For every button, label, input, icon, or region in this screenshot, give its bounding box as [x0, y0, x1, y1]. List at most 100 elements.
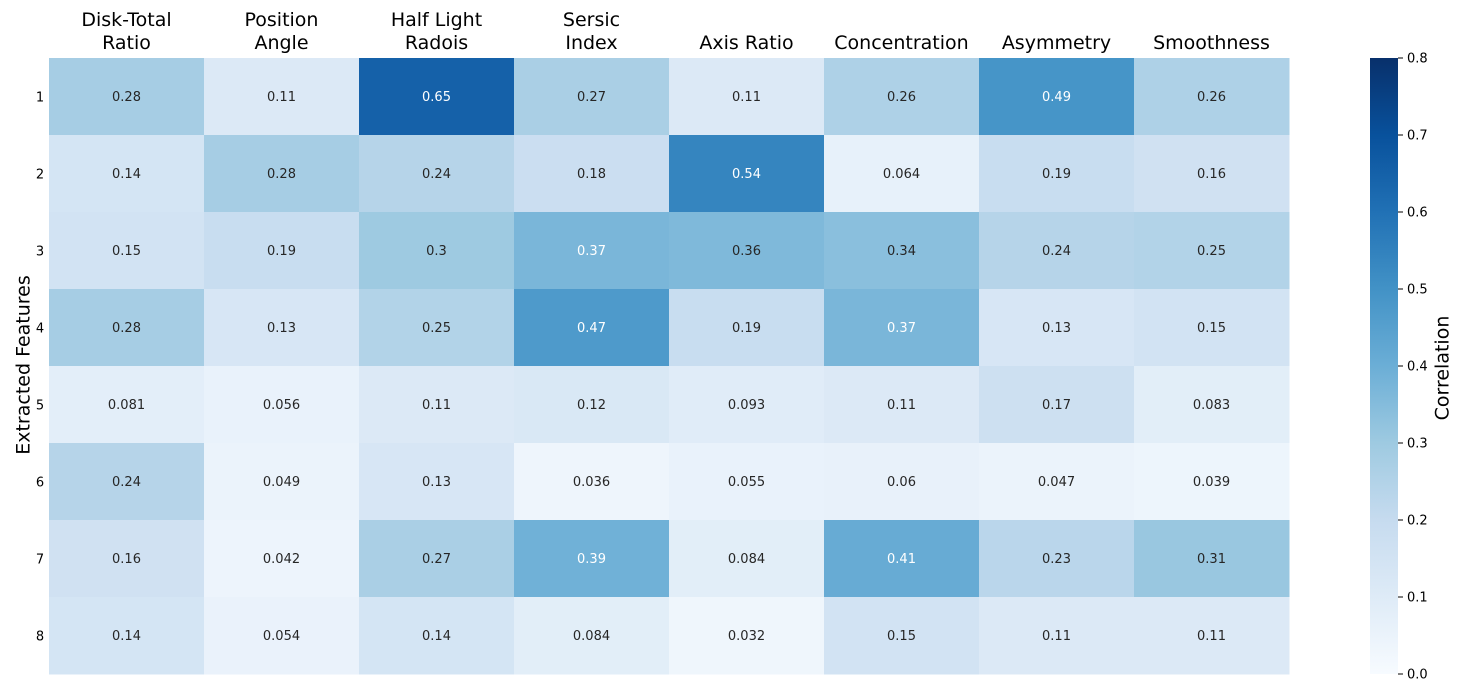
cell-value-label: 0.15: [112, 244, 141, 259]
y-axis-label: Extracted Features: [13, 275, 35, 455]
cell-value-label: 0.16: [112, 552, 141, 567]
cell-value-label: 0.11: [422, 398, 451, 413]
colorbar-tick-label: 0.1: [1407, 591, 1428, 606]
heatmap-cell: [514, 135, 670, 213]
cell-value-label: 0.49: [1042, 90, 1071, 105]
colorbar-gradient: [1370, 58, 1398, 674]
heatmap-cell: [979, 135, 1135, 213]
cell-value-label: 0.24: [422, 167, 451, 182]
heatmap-cell: [1134, 58, 1290, 136]
heatmap-cell: [204, 135, 360, 213]
heatmap-cell: [49, 212, 205, 290]
heatmap-cell: [359, 443, 515, 521]
heatmap-cell: [824, 212, 980, 290]
cell-value-label: 0.042: [263, 552, 300, 567]
column-label: Axis Ratio: [699, 32, 793, 54]
cell-value-label: 0.3: [426, 244, 447, 259]
cell-value-label: 0.084: [573, 629, 610, 644]
colorbar-ticks: 0.0 0.1 0.2 0.3 0.4 0.5 0.6 0.7 0.8: [1398, 52, 1428, 683]
colorbar-tick-label: 0.3: [1407, 437, 1428, 452]
cell-value-label: 0.54: [732, 167, 761, 182]
cell-value-label: 0.24: [112, 475, 141, 490]
heatmap-cell: [979, 443, 1135, 521]
heatmap-cell: [359, 520, 515, 598]
heatmap-cell: [669, 366, 825, 444]
heatmap-cell: [514, 212, 670, 290]
heatmap-cell: [514, 597, 670, 675]
heatmap-cell: [204, 212, 360, 290]
colorbar-tick-label: 0.6: [1407, 206, 1428, 221]
cell-value-label: 0.34: [887, 244, 916, 259]
cell-value-label: 0.15: [887, 629, 916, 644]
cell-value-label: 0.056: [263, 398, 300, 413]
row-label: 7: [36, 553, 44, 568]
cell-value-label: 0.39: [577, 552, 606, 567]
heatmap-cell: [204, 58, 360, 136]
cell-value-label: 0.23: [1042, 552, 1071, 567]
cell-value-label: 0.047: [1038, 475, 1075, 490]
heatmap-cell: [979, 289, 1135, 367]
heatmap-cell: [1134, 366, 1290, 444]
cell-value-label: 0.11: [1042, 629, 1071, 644]
heatmap-cell: [979, 212, 1135, 290]
heatmap-cell: [979, 597, 1135, 675]
cell-value-label: 0.11: [887, 398, 916, 413]
heatmap-cell: [359, 366, 515, 444]
colorbar: 0.0 0.1 0.2 0.3 0.4 0.5 0.6 0.7 0.8 Correlation: [1370, 52, 1454, 683]
cell-value-label: 0.19: [267, 244, 296, 259]
column-label: Position Angle: [245, 9, 319, 54]
cell-value-label: 0.11: [267, 90, 296, 105]
cell-value-label: 0.25: [1197, 244, 1226, 259]
heatmap-cell: [669, 520, 825, 598]
heatmap-cell: [1134, 597, 1290, 675]
cell-value-label: 0.064: [883, 167, 920, 182]
row-label: 2: [36, 168, 44, 183]
cell-value-label: 0.41: [887, 552, 916, 567]
heatmap-cell: [979, 520, 1135, 598]
column-label: Sersic Index: [563, 9, 620, 54]
heatmap-cell: [359, 597, 515, 675]
cell-value-label: 0.11: [732, 90, 761, 105]
heatmap-cell: [514, 366, 670, 444]
cell-value-label: 0.093: [728, 398, 765, 413]
heatmap-cell: [49, 289, 205, 367]
cell-value-label: 0.65: [422, 90, 451, 105]
cell-value-label: 0.17: [1042, 398, 1071, 413]
cell-value-label: 0.18: [577, 167, 606, 182]
row-label: 3: [36, 245, 44, 260]
heatmap-cell: [824, 597, 980, 675]
heatmap-cell-labels: 0.28 0.11 0.65 0.27 0.11 0.26 0.49 0.26 0.14 0.28…: [108, 90, 1230, 644]
cell-value-label: 0.14: [422, 629, 451, 644]
cell-value-label: 0.039: [1193, 475, 1230, 490]
heatmap-cell: [204, 443, 360, 521]
heatmap-cell: [824, 520, 980, 598]
heatmap-cell: [359, 135, 515, 213]
row-label: 6: [36, 476, 44, 491]
cell-value-label: 0.25: [422, 321, 451, 336]
row-label: 1: [36, 91, 44, 106]
cell-value-label: 0.16: [1197, 167, 1226, 182]
heatmap-cell: [824, 135, 980, 213]
cell-value-label: 0.28: [112, 90, 141, 105]
colorbar-tick-label: 0.5: [1407, 283, 1428, 298]
heatmap-cell: [204, 366, 360, 444]
cell-value-label: 0.15: [1197, 321, 1226, 336]
heatmap-cell: [669, 597, 825, 675]
heatmap-cell: [824, 289, 980, 367]
cell-value-label: 0.37: [887, 321, 916, 336]
row-label: 4: [36, 322, 44, 337]
cell-value-label: 0.054: [263, 629, 300, 644]
heatmap-cell: [979, 58, 1135, 136]
heatmap-cell: [204, 520, 360, 598]
cell-value-label: 0.19: [1042, 167, 1071, 182]
colorbar-tick-label: 0.4: [1407, 360, 1428, 375]
heatmap-cell: [49, 58, 205, 136]
column-labels: Disk-Total Ratio Position Angle Half Light Ra…: [81, 9, 1270, 54]
column-label: Asymmetry: [1002, 32, 1111, 54]
row-label: 5: [36, 399, 44, 414]
cell-value-label: 0.31: [1197, 552, 1226, 567]
heatmap-cell: [204, 289, 360, 367]
heatmap-cell: [669, 212, 825, 290]
colorbar-tick-label: 0.7: [1407, 129, 1428, 144]
